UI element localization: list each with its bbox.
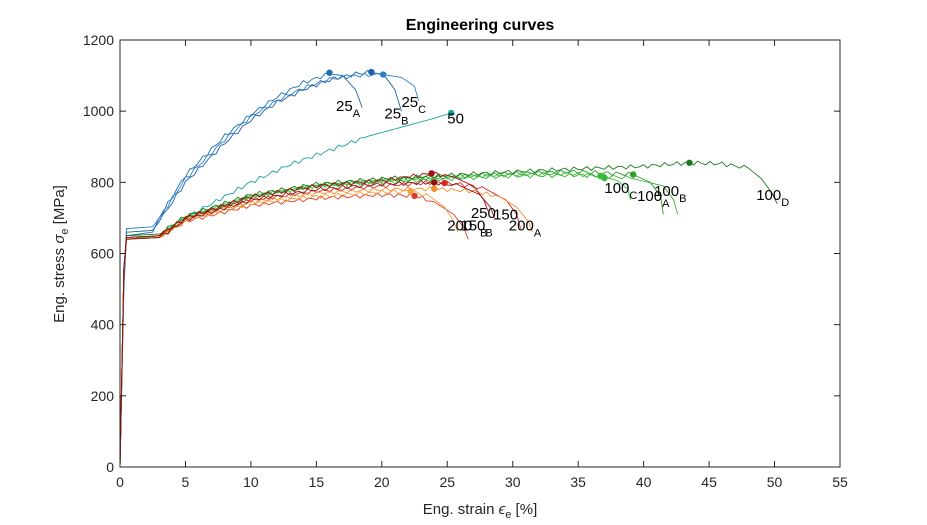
curve-label-25_A: 25A: [336, 98, 361, 120]
chart-title: Engineering curves: [406, 17, 555, 34]
curve-50: [119, 112, 452, 468]
peak-marker-50: [448, 109, 455, 117]
peak-marker-150_A: [441, 179, 448, 187]
x-axis-label: Eng. strain ϵe [%]: [423, 501, 537, 521]
y-tick-label: 800: [91, 174, 115, 190]
y-tick-label: 0: [106, 459, 114, 475]
x-tick-label: 25: [439, 474, 455, 490]
curve-label-150_B: 150B: [460, 217, 492, 239]
peak-marker-200_A: [430, 185, 438, 192]
curve-label-25_B: 25B: [384, 105, 408, 127]
y-axis-label: Eng. stress σe [MPa]: [51, 185, 71, 323]
plot-area: [120, 40, 840, 467]
peak-marker-100_C: [597, 172, 604, 180]
curve-label-150_A: 150: [493, 207, 518, 224]
peak-marker-100_A: [629, 171, 637, 178]
curve-label-100_D: 100D: [756, 187, 789, 209]
curve-25_B: [119, 69, 402, 468]
y-tick-label: 200: [91, 388, 115, 404]
x-tick-label: 35: [570, 474, 586, 490]
x-tick-label: 10: [243, 474, 259, 490]
x-tick-label: 15: [309, 474, 325, 490]
x-tick-label: 45: [701, 474, 717, 490]
curve-label-200_A: 200A: [509, 217, 542, 239]
curve-label-250_B: B: [480, 227, 487, 239]
y-tick-label: 1000: [83, 103, 114, 119]
y-axis-ticks: 0 200 400 600 800 1000 1200: [83, 32, 840, 475]
x-axis-ticks: 0 5 10 15 20 25 30 35 40 45 50 55: [116, 40, 848, 490]
x-tick-label: 5: [182, 474, 190, 490]
y-tick-label: 400: [91, 317, 115, 333]
curve-250_A: [119, 171, 489, 468]
x-tick-label: 40: [636, 474, 652, 490]
y-tick-label: 600: [91, 246, 115, 262]
peak-marker-200_B: [407, 188, 414, 195]
curve-25_C: [119, 72, 419, 468]
peak-marker-150_B: [411, 192, 418, 200]
peak-marker-100_D: [686, 159, 693, 166]
x-tick-label: 55: [832, 474, 848, 490]
curve-25_A: [119, 72, 363, 468]
peak-marker-250_A: [428, 170, 435, 177]
y-tick-label: 1200: [83, 32, 114, 48]
peak-markers-layer: [326, 68, 693, 200]
peak-marker-25_B: [368, 68, 375, 76]
curve-label-100_A: 100A: [637, 188, 670, 210]
curve-100_D: [119, 160, 778, 468]
x-tick-label: 50: [767, 474, 783, 490]
curve-label-100_B: 100B: [654, 183, 686, 205]
peak-marker-25_A: [326, 69, 333, 76]
x-tick-label: 0: [116, 474, 124, 490]
curve-label-50: 50: [447, 111, 464, 128]
peak-marker-25_C: [379, 71, 387, 78]
curve-label-200_B: 200: [447, 217, 472, 234]
curve-label-250_A: 250: [471, 205, 496, 222]
curve-200_B: [119, 189, 459, 468]
curve-label-25_C: 25C: [401, 94, 426, 116]
curve-label-100_C: 100C: [604, 180, 637, 202]
x-tick-label: 30: [505, 474, 521, 490]
peak-marker-250_B: [430, 179, 438, 186]
x-tick-label: 20: [374, 474, 390, 490]
